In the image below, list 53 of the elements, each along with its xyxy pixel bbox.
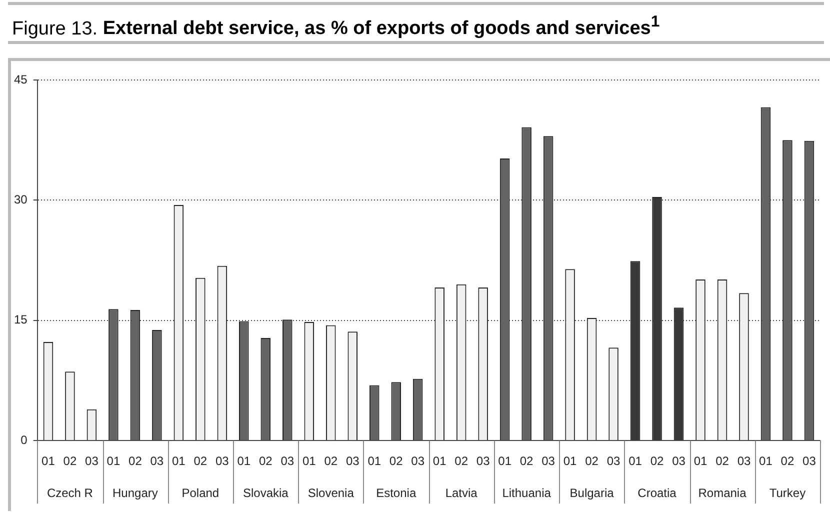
x-tick-label: 03 [280, 454, 294, 468]
x-tick-label: 03 [737, 454, 751, 468]
x-tick-label: 01 [498, 454, 512, 468]
x-tick-label: 02 [389, 454, 404, 468]
x-tick-label: 03 [346, 454, 360, 468]
x-tick-label: 02 [128, 454, 142, 468]
text: Slovenia [308, 486, 354, 500]
chart-title: Figure 13. External debt service, as % of exports of goods and services$^{1}$ [8, 2, 824, 44]
x-tick-label: 03 [411, 454, 425, 468]
text: Estonia [376, 486, 416, 500]
x-tick-label: 03 [802, 454, 816, 468]
text: Poland [182, 486, 220, 500]
text: Hungary [112, 486, 158, 500]
x-tick-label: 01 [432, 454, 447, 468]
x-tick-label: 01 [759, 454, 773, 468]
x-tick-label: 02 [454, 454, 468, 468]
x-tick-label: 01 [694, 454, 708, 468]
x-tick-label: 02 [585, 454, 599, 468]
x-tick-label: 01 [172, 454, 186, 468]
y-tick-label: 15 [14, 312, 28, 327]
x-tick-label: 03 [542, 454, 556, 468]
text: Romania [698, 486, 747, 500]
text: Slovakia [242, 486, 289, 500]
x-tick-label: 03 [215, 454, 230, 468]
x-tick-label: 02 [520, 454, 534, 468]
x-tick-label: 02 [258, 454, 273, 468]
y-tick-label: 30 [14, 192, 28, 207]
x-tick-label: 01 [106, 454, 120, 468]
text: Turkey [769, 486, 806, 500]
x-tick-label: 02 [63, 454, 77, 468]
text: Lithuania [502, 486, 552, 500]
x-tick-label: 02 [650, 454, 664, 468]
x-tick-label: 03 [476, 454, 490, 468]
x-tick-label: 02 [194, 454, 208, 468]
x-tick-label: 03 [672, 454, 686, 468]
text: Latvia [445, 486, 478, 500]
text: Czech R [46, 486, 94, 500]
x-tick-label: 02 [716, 454, 730, 468]
x-tick-label: 01 [237, 454, 251, 468]
x-tick-label: 01 [368, 454, 382, 468]
x-tick-label: 03 [606, 454, 621, 468]
text: Bulgaria [570, 486, 614, 500]
x-tick-label: 01 [42, 454, 56, 468]
x-tick-label: 02 [324, 454, 338, 468]
x-tick-label: 03 [150, 454, 164, 468]
x-tick-label: 01 [563, 454, 578, 468]
y-tick-label: 45 [14, 72, 28, 86]
x-tick-label: 01 [302, 454, 316, 468]
x-tick-label: 01 [628, 454, 642, 468]
text: Croatia [638, 486, 677, 500]
x-tick-label: 02 [780, 454, 794, 468]
y-tick-label: 0 [20, 432, 28, 447]
x-tick-label: 03 [85, 454, 99, 468]
